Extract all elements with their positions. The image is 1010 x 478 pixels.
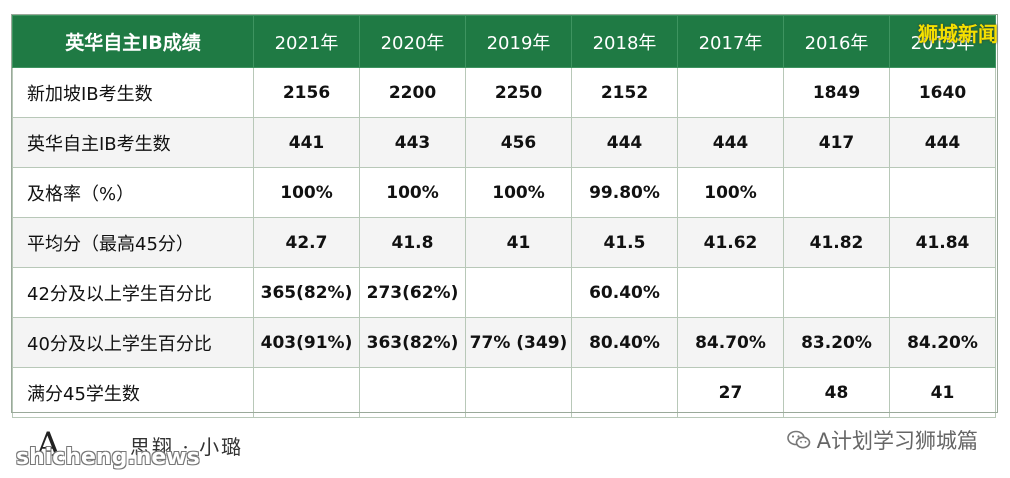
table-cell: 2152	[571, 67, 678, 118]
table-row: 及格率（%） 100% 100% 100% 99.80% 100%	[12, 167, 996, 218]
table-cell: 77% (349)	[465, 317, 572, 368]
header-row: 英华自主IB成绩 2021年 2020年 2019年 2018年 2017年 2…	[12, 15, 996, 68]
table-cell: 100%	[465, 167, 572, 218]
table-cell	[677, 67, 784, 118]
table-cell: 273(62%)	[359, 267, 466, 318]
header-year-2018: 2018年	[571, 15, 678, 68]
table-cell: 2250	[465, 67, 572, 118]
table-cell: 363(82%)	[359, 317, 466, 368]
header-year-2021: 2021年	[253, 15, 360, 68]
header-year-2019: 2019年	[465, 15, 572, 68]
table-cell: 443	[359, 117, 466, 168]
table-cell: 100%	[253, 167, 360, 218]
table-cell: 1849	[783, 67, 890, 118]
footer-logo-area: A 思翔 · 小璐 shicheng.news	[10, 423, 270, 473]
table-cell: 48	[783, 367, 890, 418]
header-year-2020: 2020年	[359, 15, 466, 68]
row-label: 英华自主IB考生数	[12, 117, 254, 168]
table-cell: 41.5	[571, 217, 678, 268]
row-label: 42分及以上学生百分比	[12, 267, 254, 318]
table-cell: 456	[465, 117, 572, 168]
table-cell: 100%	[359, 167, 466, 218]
table-cell	[889, 267, 996, 318]
table-cell: 1640	[889, 67, 996, 118]
table-cell: 41.8	[359, 217, 466, 268]
table-cell: 41.82	[783, 217, 890, 268]
table-row: 42分及以上学生百分比 365(82%) 273(62%) 60.40%	[12, 267, 996, 318]
wechat-watermark: A计划学习狮城篇	[786, 425, 978, 455]
table-cell	[677, 267, 784, 318]
row-label: 平均分（最高45分）	[12, 217, 254, 268]
site-watermark: shicheng.news	[16, 445, 200, 470]
table-cell: 41	[889, 367, 996, 418]
signature-text: 思翔 · 小璐	[130, 435, 244, 459]
table-cell: 365(82%)	[253, 267, 360, 318]
table-row: 满分45学生数 27 48 41	[12, 367, 996, 418]
table-cell: 2200	[359, 67, 466, 118]
table-cell: 83.20%	[783, 317, 890, 368]
table-cell: 84.70%	[677, 317, 784, 368]
header-year-2016: 2016年	[783, 15, 890, 68]
row-label: 满分45学生数	[12, 367, 254, 418]
table-cell: 444	[571, 117, 678, 168]
corner-watermark: 狮城新闻	[918, 22, 998, 46]
table-cell: 444	[889, 117, 996, 168]
table-cell: 41.62	[677, 217, 784, 268]
table-cell	[783, 267, 890, 318]
table-cell: 41	[465, 217, 572, 268]
header-title: 英华自主IB成绩	[12, 15, 254, 68]
table-cell: 80.40%	[571, 317, 678, 368]
table-row: 平均分（最高45分） 42.7 41.8 41 41.5 41.62 41.82…	[12, 217, 996, 268]
table-cell	[359, 367, 466, 418]
header-year-2015: 2015年	[889, 15, 996, 68]
wechat-account-name: A计划学习狮城篇	[816, 429, 978, 453]
table-cell: 84.20%	[889, 317, 996, 368]
table-row: 新加坡IB考生数 2156 2200 2250 2152 1849 1640	[12, 67, 996, 118]
table-cell: 60.40%	[571, 267, 678, 318]
table-cell	[783, 167, 890, 218]
logo-glyph: A	[36, 425, 61, 465]
header-year-2017: 2017年	[677, 15, 784, 68]
table-cell: 41.84	[889, 217, 996, 268]
row-label: 新加坡IB考生数	[12, 67, 254, 118]
row-label: 及格率（%）	[12, 167, 254, 218]
table-cell: 417	[783, 117, 890, 168]
table-cell: 42.7	[253, 217, 360, 268]
table-cell	[465, 267, 572, 318]
table-cell: 444	[677, 117, 784, 168]
table-row: 英华自主IB考生数 441 443 456 444 444 417 444	[12, 117, 996, 168]
table-row: 40分及以上学生百分比 403(91%) 363(82%) 77% (349) …	[12, 317, 996, 368]
table-cell: 441	[253, 117, 360, 168]
table-cell: 100%	[677, 167, 784, 218]
table-cell: 27	[677, 367, 784, 418]
table-cell	[571, 367, 678, 418]
table-cell: 2156	[253, 67, 360, 118]
table-cell	[889, 167, 996, 218]
row-label: 40分及以上学生百分比	[12, 317, 254, 368]
table-cell: 99.80%	[571, 167, 678, 218]
table-cell: 403(91%)	[253, 317, 360, 368]
table-cell	[465, 367, 572, 418]
ib-results-table: 英华自主IB成绩 2021年 2020年 2019年 2018年 2017年 2…	[12, 15, 996, 418]
wechat-icon	[786, 429, 811, 451]
table-cell	[253, 367, 360, 418]
